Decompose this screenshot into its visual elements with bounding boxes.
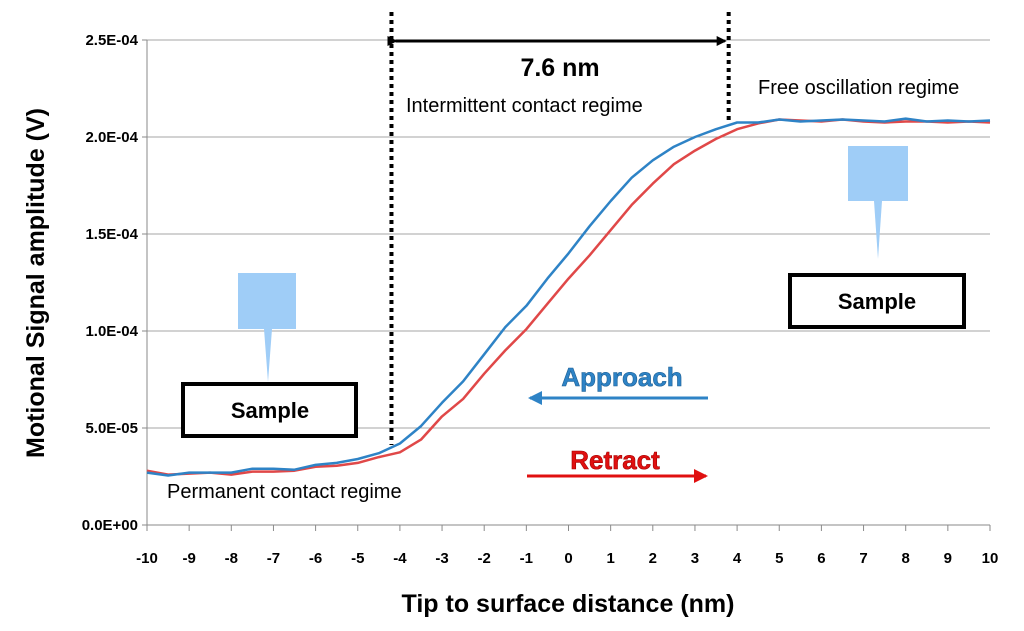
y-tick-label: 1.5E-04 xyxy=(85,226,138,243)
x-tick-label: -5 xyxy=(351,550,364,567)
retract-label: Retract xyxy=(570,445,660,475)
sample-box-left xyxy=(181,382,358,438)
sample-label-right: Sample xyxy=(838,289,916,314)
x-tick-label: 4 xyxy=(733,550,742,567)
y-tick-label: 1.0E-04 xyxy=(85,323,138,340)
x-tick-label: -1 xyxy=(520,550,533,567)
cantilever-right-icon xyxy=(848,146,908,201)
sample-box-right xyxy=(788,273,966,329)
x-tick-label: -10 xyxy=(136,550,158,567)
y-tick-label: 2.5E-04 xyxy=(85,32,138,49)
y-tick-label: 0.0E+00 xyxy=(82,517,138,534)
x-tick-label: 2 xyxy=(649,550,657,567)
tip-right-icon xyxy=(874,201,882,259)
x-tick-label: -8 xyxy=(225,550,238,567)
x-tick-labels: -10 -9 -8 -7 -6 -5 -4 -3 -2 -1 0 1 2 3 4 5 6 7 8 9 10 xyxy=(136,525,998,567)
y-tick-label: 2.0E-04 xyxy=(85,129,138,146)
x-axis-title: Tip to surface distance (nm) xyxy=(402,590,735,618)
permanent-contact-label: Permanent contact regime xyxy=(167,481,402,503)
x-tick-label: -2 xyxy=(478,550,491,567)
tip-left-icon xyxy=(264,329,272,382)
y-tick-label: 5.0E-05 xyxy=(85,420,138,437)
x-tick-label: -6 xyxy=(309,550,322,567)
approach-series-line xyxy=(146,117,991,477)
x-tick-label: 5 xyxy=(775,550,783,567)
x-tick-label: 7 xyxy=(859,550,867,567)
x-tick-label: 1 xyxy=(606,550,614,567)
x-tick-label: -7 xyxy=(267,550,280,567)
x-tick-label: -9 xyxy=(182,550,195,567)
x-tick-label: -3 xyxy=(435,550,448,567)
sample-label-left: Sample xyxy=(231,398,309,423)
intermittent-contact-label: Intermittent contact regime xyxy=(406,95,643,117)
approach-label: Approach xyxy=(561,362,682,392)
x-tick-label: 10 xyxy=(982,550,999,567)
cantilever-left-icon xyxy=(238,273,296,329)
free-oscillation-label: Free oscillation regime xyxy=(758,77,959,99)
x-tick-label: 8 xyxy=(902,550,910,567)
x-tick-label: 3 xyxy=(691,550,699,567)
x-tick-label: 0 xyxy=(564,550,572,567)
x-tick-label: 6 xyxy=(817,550,825,567)
y-tick-labels: 0.0E+00 5.0E-05 1.0E-04 1.5E-04 2.0E-04 2.5E-… xyxy=(82,32,139,534)
x-tick-label: 9 xyxy=(944,550,952,567)
x-tick-label: -4 xyxy=(393,550,407,567)
y-axis-title: Motional Signal amplitude (V) xyxy=(22,108,50,458)
dimension-label: 7.6 nm xyxy=(520,54,599,82)
